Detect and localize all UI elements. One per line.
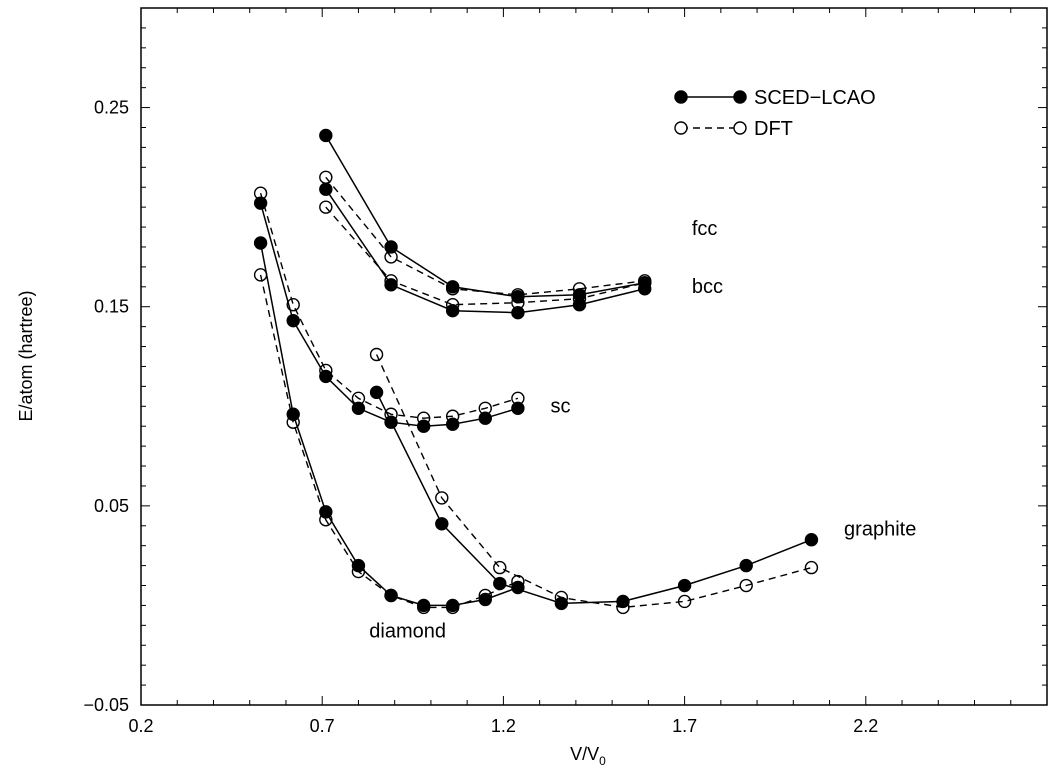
data-point-diamond-dft [416,600,431,615]
data-point-diamond-dft [351,564,366,579]
annotation-sc: sc [551,395,571,417]
x-tick-label: 1.2 [491,716,516,736]
y-tick-label: −0.05 [83,695,129,715]
data-point-diamond-dft [445,600,460,615]
data-point-sc-sced [286,313,300,328]
data-point-diamond-dft [286,415,300,429]
legend-label-dft: DFT [754,118,793,140]
data-point-sc-dft [319,363,333,378]
y-tick-label: 0.25 [94,98,129,118]
data-point-diamond-dft [478,588,492,603]
data-point-graphite-sced [804,533,819,547]
data-point-graphite-dft [677,594,692,609]
data-point-sc-sced [253,196,268,210]
series-line-sc-dft [259,193,519,419]
y-tick-label: 0.05 [94,496,129,516]
data-point-bcc-dft [511,296,525,310]
x-axis-title-main: V/V [570,744,599,764]
data-point-graphite-sced [739,558,753,573]
legend-label-sced: SCED−LCAO [754,87,876,109]
data-point-fcc-dft [384,250,398,264]
data-point-sc-dft [416,411,431,425]
data-point-bcc-dft [384,274,398,288]
data-point-fcc-sced [384,240,398,254]
series-line-fcc-dft [325,176,645,296]
legend-marker-dft [733,121,747,135]
data-point-graphite-dft [739,578,753,593]
data-point-fcc-dft [572,282,587,296]
legend-marker-dft [674,121,688,135]
series-layer [253,128,819,615]
series-line-diamond-dft [259,274,519,609]
data-point-graphite-sced [435,517,449,531]
x-tick-label: 1.7 [672,716,697,736]
data-point-sc-sced [478,411,492,425]
data-point-bcc-dft [445,298,460,312]
series-line-graphite-sced [375,391,812,605]
data-point-sc-dft [511,391,525,406]
annotation-fcc: fcc [692,218,718,240]
data-point-fcc-dft [511,288,525,302]
data-point-bcc-sced [319,182,333,196]
series-line-fcc-sced [325,135,645,298]
series-line-bcc-sced [325,188,645,314]
data-point-fcc-sced [319,128,333,143]
data-point-sc-dft [478,401,492,415]
y-tick-label: 0.15 [94,297,129,317]
data-point-diamond-sced [478,592,492,607]
data-point-diamond-dft [511,574,525,589]
x-tick-label: 0.7 [310,716,335,736]
data-point-graphite-dft [493,560,507,575]
plot-frame [140,7,1048,706]
data-point-sc-dft [253,186,268,200]
data-point-fcc-dft [445,282,460,296]
y-axis-title: E/atom (hartree) [16,290,36,421]
x-axis-title: V/V0 [570,744,606,768]
x-axis-title-subscript: 0 [599,754,606,768]
data-point-graphite-dft [554,590,569,605]
tick-labels: 0.2 0.7 1.2 1.7 2.2 −0.05 0.05 0.15 0.25 [83,98,878,736]
annotations: fcc bcc sc graphite diamond [369,218,916,642]
annotation-bcc: bcc [692,276,723,298]
series-line-bcc-dft [325,206,645,306]
data-point-diamond-sced [253,236,268,250]
axis-ticks [140,7,1048,706]
data-point-diamond-dft [319,513,333,527]
data-point-sc-dft [351,391,366,406]
data-point-bcc-dft [319,200,333,214]
legend-marker-sced [674,90,688,104]
annotation-diamond: diamond [369,620,446,642]
series-line-sc-sced [259,202,519,427]
data-point-diamond-dft [253,268,268,282]
data-point-bcc-sced [384,278,398,292]
data-point-graphite-sced [369,385,384,400]
data-point-sc-dft [286,298,300,312]
data-point-sc-sced [351,401,366,415]
data-point-graphite-dft [804,560,819,575]
annotation-graphite: graphite [844,519,916,541]
data-point-graphite-sced [493,576,507,591]
data-point-fcc-dft [319,170,333,184]
data-point-sc-dft [384,407,398,421]
data-point-sc-dft [445,409,460,423]
data-point-bcc-sced [511,305,525,320]
data-point-graphite-dft [369,347,384,362]
data-point-graphite-dft [616,600,630,615]
x-tick-label: 0.2 [128,716,153,736]
data-point-bcc-dft [638,276,652,290]
series-line-graphite-dft [375,354,812,609]
legend: SCED−LCAO DFT [674,87,876,140]
data-point-sc-sced [511,401,525,415]
data-point-bcc-dft [572,292,587,306]
data-point-diamond-dft [384,588,398,603]
data-point-graphite-dft [435,491,449,505]
data-point-graphite-sced [677,578,692,593]
x-tick-label: 2.2 [853,716,878,736]
legend-marker-sced [733,90,747,104]
